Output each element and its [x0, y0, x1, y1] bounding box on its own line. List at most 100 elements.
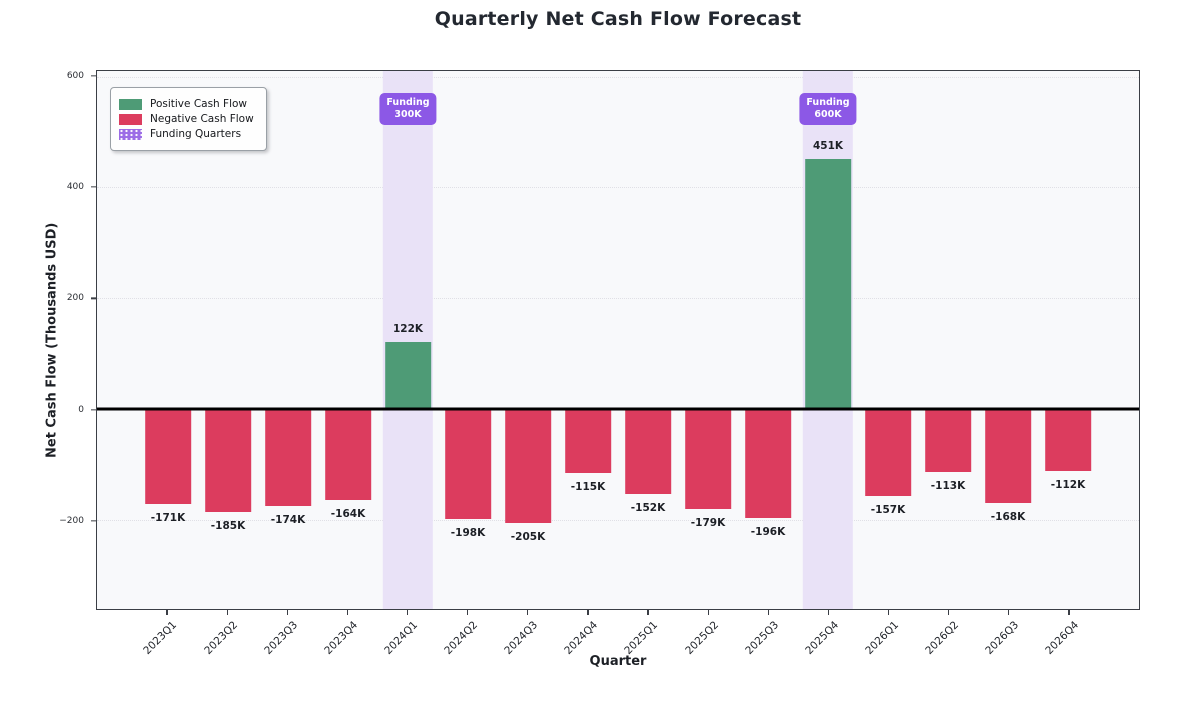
- bar-value-label-2024Q4: -115K: [570, 481, 606, 494]
- y-tick-mark: [91, 520, 96, 522]
- category-slot-2025Q1: -152K: [618, 71, 678, 609]
- x-tick-label-2025Q3: 2025Q3: [742, 619, 781, 657]
- x-tick-label-2025Q4: 2025Q4: [802, 619, 841, 657]
- x-tick-mark: [948, 610, 950, 615]
- y-axis-ticks: 600 400 200 0 −200: [0, 70, 96, 610]
- funding-badge-2025Q4: Funding 600K: [799, 93, 857, 125]
- category-slot-2025Q2: -179K: [678, 71, 738, 609]
- x-axis-label: Quarter: [589, 654, 647, 669]
- legend-item-positive: Positive Cash Flow: [119, 98, 254, 110]
- funding-badge-line1: Funding: [386, 97, 430, 108]
- x-tick-label-2024Q3: 2024Q3: [502, 619, 541, 657]
- legend-label: Negative Cash Flow: [150, 113, 254, 125]
- legend-label: Positive Cash Flow: [150, 98, 248, 110]
- y-tick-label: 400: [66, 181, 84, 192]
- x-tick-mark: [587, 610, 589, 615]
- bar-2024Q2: [445, 409, 491, 520]
- bar-2024Q3: [505, 409, 551, 524]
- x-tick-mark: [467, 610, 469, 615]
- bar-value-label-2023Q4: -164K: [330, 508, 366, 521]
- x-tick-mark: [166, 610, 168, 615]
- gridline-y-400: [97, 187, 1139, 189]
- bar-value-label-2026Q2: -113K: [930, 480, 966, 492]
- bar-2026Q1: [865, 409, 911, 497]
- bar-value-label-2025Q4: 451K: [812, 140, 844, 153]
- x-axis-ticks: 2023Q1 2023Q2 2023Q3 2023Q4 2024Q1 2024Q2 2024…: [96, 610, 1140, 668]
- category-slot-2025Q4: Funding 600K 451K: [798, 71, 858, 609]
- bar-value-label-2023Q1: -171K: [150, 512, 186, 525]
- legend: Positive Cash Flow Negative Cash Flow Fund…: [110, 87, 267, 151]
- bar-2023Q2: [205, 409, 251, 512]
- bar-2026Q3: [985, 409, 1031, 503]
- x-tick-mark: [767, 610, 769, 615]
- bar-slots: -171K -185K -174K -164K Funding 300K 122K -198K…: [97, 71, 1139, 609]
- bar-2023Q1: [145, 409, 191, 505]
- bar-value-label-2023Q3: -174K: [270, 513, 306, 526]
- bar-value-label-2025Q1: -152K: [630, 501, 666, 514]
- legend-label: Funding Quarters: [150, 128, 242, 140]
- y-tick-label: 600: [66, 70, 84, 81]
- gridline-y-−200: [97, 520, 1139, 522]
- x-tick-label-2023Q4: 2023Q4: [321, 619, 360, 657]
- category-slot-2025Q3: -196K: [738, 71, 798, 609]
- y-tick-label: 0: [78, 404, 84, 415]
- y-tick-mark: [91, 186, 96, 188]
- bar-2023Q4: [325, 409, 371, 501]
- x-tick-mark: [527, 610, 529, 615]
- chart-title: Quarterly Net Cash Flow Forecast: [434, 8, 802, 30]
- x-tick-label-2024Q4: 2024Q4: [562, 619, 601, 657]
- x-tick-label-2025Q1: 2025Q1: [622, 619, 661, 657]
- category-slot-2024Q4: -115K: [558, 71, 618, 609]
- gridline-y-600: [97, 76, 1139, 78]
- bar-value-label-2023Q2: -185K: [210, 519, 246, 532]
- category-slot-2023Q1: -171K: [138, 71, 198, 609]
- x-tick-label-2024Q1: 2024Q1: [382, 619, 421, 657]
- category-slot-2026Q4: -112K: [1038, 71, 1098, 609]
- x-tick-mark: [1008, 610, 1010, 615]
- x-tick-label-2026Q1: 2026Q1: [863, 619, 902, 657]
- legend-swatch-icon: [119, 98, 142, 110]
- x-tick-label-2025Q2: 2025Q2: [682, 619, 721, 657]
- bar-value-label-2026Q1: -157K: [870, 504, 906, 517]
- x-tick-label-2026Q2: 2026Q2: [923, 619, 962, 657]
- bar-2025Q2: [685, 409, 731, 509]
- zero-line: [97, 407, 1139, 411]
- y-tick-mark: [91, 74, 96, 77]
- bar-value-label-2025Q2: -179K: [690, 516, 726, 529]
- x-tick-label-2026Q4: 2026Q4: [1043, 619, 1082, 657]
- category-slot-2026Q3: -168K: [978, 71, 1038, 609]
- bar-value-label-2026Q3: -168K: [990, 510, 1026, 523]
- x-tick-label-2023Q3: 2023Q3: [261, 619, 300, 657]
- y-tick-mark: [91, 297, 96, 299]
- category-slot-2026Q1: -157K: [858, 71, 918, 609]
- category-slot-2023Q3: -174K: [258, 71, 318, 609]
- legend-item-funding: Funding Quarters: [119, 128, 254, 140]
- x-tick-mark: [887, 610, 890, 615]
- category-slot-2023Q4: -164K: [318, 71, 378, 609]
- x-tick-mark: [707, 610, 709, 615]
- x-tick-mark: [346, 610, 349, 615]
- y-tick-label: 200: [66, 293, 84, 304]
- bar-value-label-2024Q1: 122K: [392, 322, 424, 335]
- x-tick-mark: [226, 610, 228, 615]
- plot-area: -171K -185K -174K -164K Funding 300K 122K -198K…: [96, 70, 1140, 610]
- x-tick-label-2024Q2: 2024Q2: [442, 619, 481, 657]
- category-slot-2024Q2: -198K: [438, 71, 498, 609]
- bar-2024Q1: [385, 341, 431, 410]
- x-tick-label-2026Q3: 2026Q3: [983, 619, 1022, 657]
- y-tick-mark: [91, 408, 96, 411]
- bar-2024Q4: [565, 409, 611, 474]
- bar-value-label-2026Q4: -112K: [1050, 479, 1086, 492]
- category-slot-2026Q2: -113K: [918, 71, 978, 609]
- x-tick-mark: [827, 610, 830, 615]
- funding-badge-line2: 600K: [814, 108, 842, 120]
- bar-2026Q4: [1045, 409, 1091, 472]
- category-slot-2023Q2: -185K: [198, 71, 258, 609]
- bar-2026Q2: [925, 409, 971, 472]
- x-tick-label-2023Q2: 2023Q2: [201, 619, 240, 657]
- funding-badge-line2: 300K: [394, 108, 422, 120]
- x-tick-mark: [406, 610, 409, 615]
- funding-badge-2024Q1: Funding 300K: [379, 93, 437, 125]
- bar-value-label-2025Q3: -196K: [750, 526, 786, 539]
- x-tick-mark: [647, 610, 649, 615]
